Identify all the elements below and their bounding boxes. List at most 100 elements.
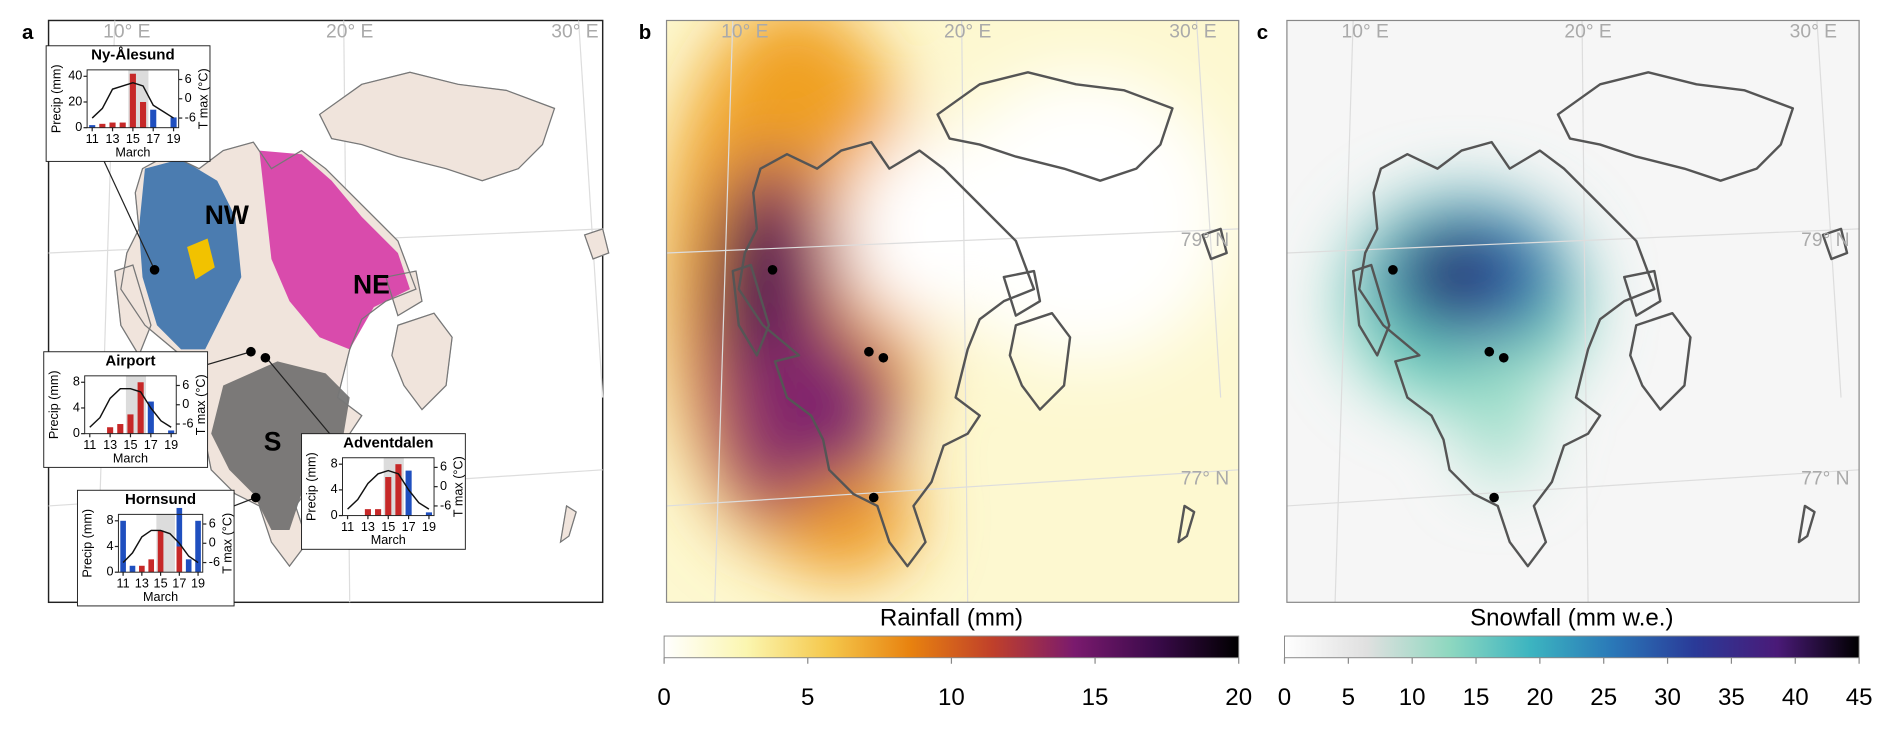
latitude-label: 77° N [1801, 469, 1849, 490]
latitude-label: 79° N [1801, 230, 1849, 251]
precip-bar [99, 123, 106, 128]
precip-bar [195, 520, 201, 573]
colorbar-tick-label: 10 [938, 684, 965, 711]
colorbar-tick-label: 10 [1399, 684, 1426, 711]
colorbar-tick-label: 45 [1846, 684, 1873, 711]
longitude-label: 10° E [721, 22, 768, 43]
y-tick-label: 4 [73, 400, 80, 414]
longitude-label: 30° E [1169, 22, 1216, 43]
precip-bar [129, 73, 136, 128]
precip-bar [147, 401, 154, 434]
x-tick-label: 11 [117, 577, 130, 591]
y-tick-label: 8 [331, 457, 338, 471]
x-tick-label: 11 [86, 132, 99, 146]
region-label: NE [353, 270, 390, 300]
y2-tick-label: 6 [440, 460, 447, 474]
y2-tick-label: 0 [440, 479, 447, 493]
precip-bar [117, 424, 124, 434]
colorbar [663, 635, 1240, 659]
precip-bar [109, 122, 116, 128]
precip-bar [375, 509, 382, 516]
y2-tick-label: -6 [440, 498, 451, 512]
colorbar-tick-label: 20 [1225, 684, 1252, 711]
x-tick-label: 11 [83, 438, 96, 452]
y-axis-label: Precip (mm) [81, 509, 95, 578]
x-tick-label: 13 [106, 132, 120, 146]
y2-axis-label: T max (°C) [452, 456, 466, 517]
stations [149, 265, 271, 503]
panel-frame [665, 19, 1240, 603]
longitude-label: 30° E [1790, 22, 1837, 43]
y2-tick-label: 0 [182, 397, 189, 411]
colorbar-title: Snowfall (mm w.e.) [1470, 605, 1673, 632]
precip-bar [129, 565, 136, 573]
x-axis-label: March [115, 145, 150, 159]
precip-bar [150, 109, 157, 128]
glacier-s [211, 361, 350, 531]
y-axis-label: Precip (mm) [47, 370, 61, 439]
precip-bar [139, 565, 145, 573]
colorbar-title: Rainfall (mm) [880, 605, 1023, 632]
longitude-label: 20° E [1564, 22, 1611, 43]
colorbar-tick-label: 30 [1654, 684, 1681, 711]
precip-bar [89, 125, 96, 128]
colorbar-tick-label: 40 [1782, 684, 1809, 711]
panel-label: a [22, 21, 34, 44]
precip-bar [425, 512, 433, 516]
y2-tick-label: 0 [209, 536, 216, 550]
colorbar-tick-label: 25 [1590, 684, 1617, 711]
inset-title: Hornsund [125, 491, 196, 508]
inset-title: Adventdalen [343, 434, 433, 451]
colorbar [1284, 635, 1860, 659]
glacier-ne [259, 150, 410, 350]
precip-bar [127, 414, 134, 434]
x-tick-label: 13 [103, 438, 117, 452]
y-tick-label: 8 [73, 375, 80, 389]
y2-tick-label: -6 [209, 555, 220, 569]
x-tick-label: 17 [144, 438, 158, 452]
x-tick-label: 15 [154, 577, 168, 591]
y-tick-label: 8 [107, 513, 114, 527]
x-tick-label: 17 [146, 132, 160, 146]
precip-bar [120, 520, 126, 573]
y-tick-label: 20 [68, 94, 82, 108]
y2-axis-label: T max (°C) [196, 68, 210, 129]
inset-background [76, 489, 235, 607]
y-axis-label: Precip (mm) [305, 452, 319, 521]
x-tick-label: 11 [341, 520, 354, 534]
y2-tick-label: 6 [185, 72, 192, 86]
x-tick-label: 17 [402, 520, 416, 534]
y2-tick-label: 6 [182, 378, 189, 392]
inset-background [301, 433, 466, 550]
precip-bar [170, 117, 177, 128]
colorbar-tick-label: 5 [801, 684, 814, 711]
colorbar-tick-label: 35 [1718, 684, 1745, 711]
precip-bar [185, 559, 192, 573]
precip-bar [395, 464, 402, 516]
precip-bar [176, 507, 183, 547]
x-tick-label: 13 [135, 577, 149, 591]
y-tick-label: 40 [68, 69, 82, 83]
colorbar-tick-label: 20 [1526, 684, 1553, 711]
inset-title: Airport [105, 352, 155, 369]
region-label: NW [205, 200, 249, 230]
longitude-label: 20° E [944, 22, 991, 43]
y-tick-label: 4 [107, 539, 114, 553]
y2-axis-label: T max (°C) [194, 374, 208, 435]
y-tick-label: 0 [75, 120, 82, 134]
precip-bar [107, 427, 114, 434]
precip-bar [385, 477, 392, 516]
x-tick-label: 15 [381, 520, 395, 534]
longitude-label: 20° E [326, 22, 373, 43]
tmax-line [122, 529, 199, 564]
x-tick-label: 13 [361, 520, 375, 534]
y-tick-label: 0 [73, 426, 80, 440]
precip-bar [176, 546, 183, 573]
precip-bar [364, 509, 371, 516]
precip-bar [119, 122, 126, 128]
y2-tick-label: -6 [182, 416, 193, 430]
x-axis-label: March [143, 590, 178, 604]
panel-label: b [639, 21, 652, 44]
y-tick-label: 0 [331, 508, 338, 522]
